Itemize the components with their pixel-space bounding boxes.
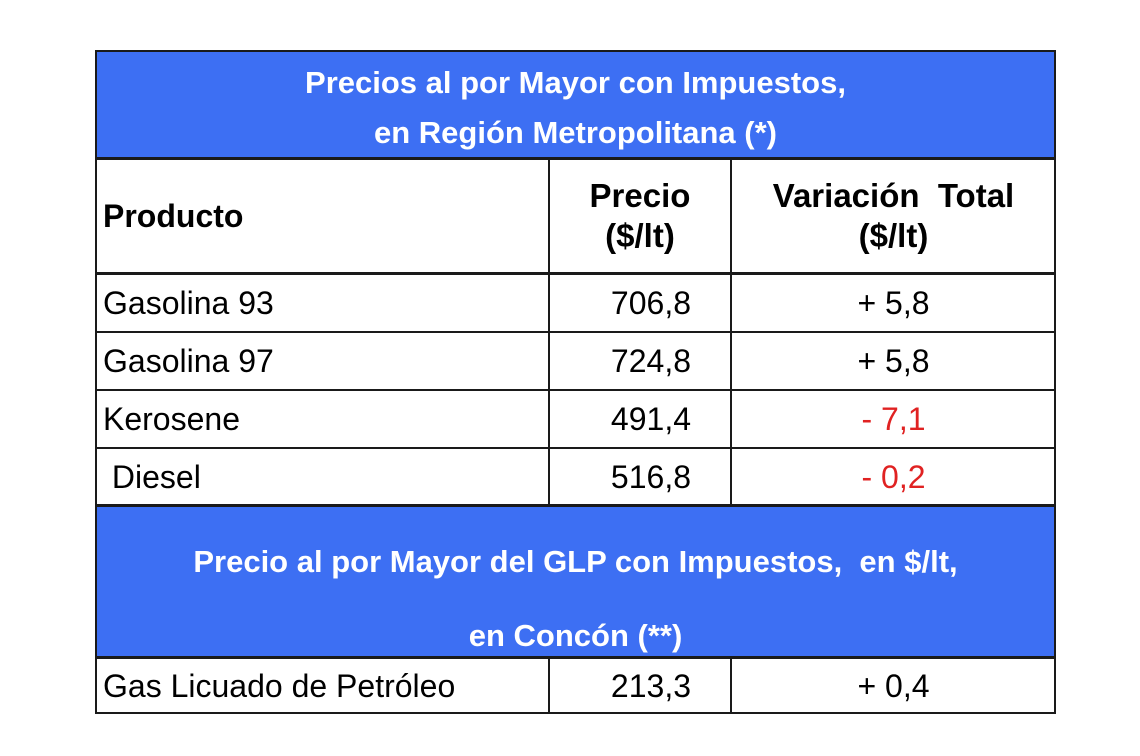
section1-title-line1: Precios al por Mayor con Impuestos,	[305, 65, 846, 100]
section1-title-line2: en Región Metropolitana (*)	[374, 115, 777, 150]
row-variation: + 5,8	[857, 284, 930, 321]
glp-price: 213,3	[610, 667, 691, 704]
divider	[97, 157, 1054, 160]
header-price-line2: ($/lt)	[605, 217, 675, 254]
section2-title-line1: Precio al por Mayor del GLP con Impuesto…	[193, 544, 958, 579]
section2-header: Precio al por Mayor del GLP con Impuesto…	[97, 506, 1054, 658]
row-price: 706,8	[610, 284, 691, 321]
column-divider	[548, 158, 550, 506]
section2-title-line2: en Concón (**)	[468, 618, 683, 653]
divider	[97, 504, 1054, 507]
column-divider	[730, 158, 732, 506]
divider	[97, 272, 1054, 275]
row-product: Gasolina 93	[103, 284, 274, 321]
header-price: Precio ($/lt)	[549, 158, 731, 274]
divider	[97, 447, 1054, 449]
column-divider	[548, 658, 550, 714]
glp-variation: + 0,4	[857, 667, 930, 704]
section1-header: Precios al por Mayor con Impuestos, en R…	[97, 52, 1054, 158]
row-product: Gasolina 97	[103, 342, 274, 379]
price-table: Precios al por Mayor con Impuestos, en R…	[95, 50, 1056, 714]
divider	[97, 389, 1054, 391]
header-price-line1: Precio	[589, 177, 691, 214]
row-price: 724,8	[610, 342, 691, 379]
row-variation: + 5,8	[857, 342, 930, 379]
divider	[97, 331, 1054, 333]
row-variation: - 0,2	[861, 458, 926, 495]
divider	[97, 656, 1054, 659]
header-variation: Variación Total ($/lt)	[731, 158, 1056, 274]
row-product: Kerosene	[103, 400, 240, 437]
header-variation-line1: Variación Total	[772, 177, 1015, 214]
glp-product: Gas Licuado de Petróleo	[103, 667, 456, 704]
row-product: Diesel	[103, 458, 201, 495]
row-price: 491,4	[610, 400, 691, 437]
header-variation-line2: ($/lt)	[858, 217, 929, 254]
header-product: Producto	[103, 197, 244, 234]
row-variation: - 7,1	[861, 400, 926, 437]
row-price: 516,8	[610, 458, 691, 495]
column-divider	[730, 658, 732, 714]
